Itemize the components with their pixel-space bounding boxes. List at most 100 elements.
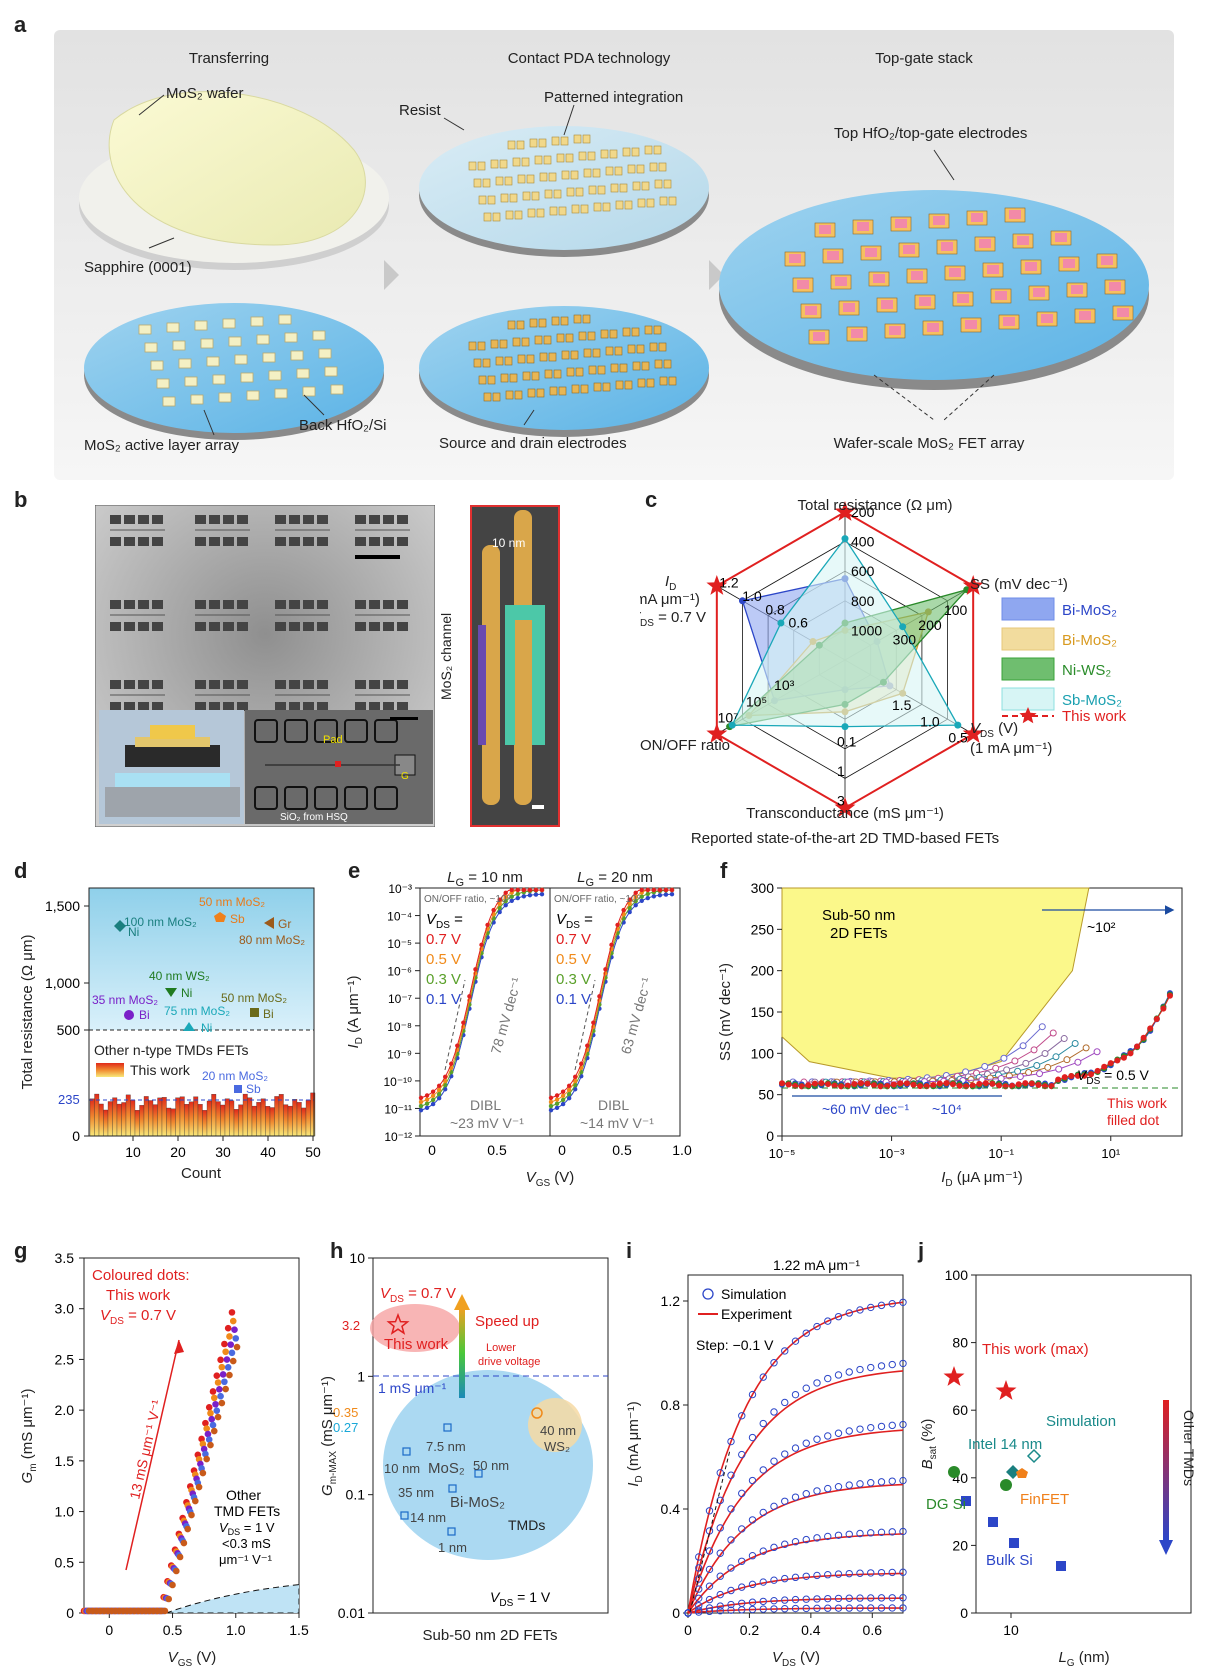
- f-filled: filled dot: [1107, 1112, 1159, 1128]
- d-label-75nm: 75 nm MoS₂: [164, 1004, 230, 1018]
- svg-text:0.8: 0.8: [661, 1397, 681, 1413]
- d-label-20nm: 20 nm MoS₂: [202, 1069, 268, 1083]
- d-metal-bi-2: Bi: [263, 1007, 274, 1021]
- svg-text:0.2: 0.2: [740, 1622, 760, 1638]
- svg-text:0.5: 0.5: [487, 1142, 507, 1158]
- svg-text:10⁻⁴: 10⁻⁴: [387, 910, 412, 924]
- d-metal-ni-3: Ni: [201, 1021, 212, 1035]
- label-top-hfo2: Top HfO₂/top-gate electrodes: [834, 125, 1027, 142]
- arrow-right-icon: [709, 260, 724, 290]
- svg-text:200: 200: [751, 963, 775, 979]
- h-v32: 3.2: [342, 1318, 360, 1333]
- d-label-40nm-ws2: 40 nm WS₂: [149, 969, 210, 983]
- d-metal-sb-2: Sb: [246, 1082, 261, 1096]
- svg-text:10: 10: [125, 1144, 141, 1160]
- svg-text:10: 10: [349, 1250, 365, 1266]
- j-finfet: FinFET: [1020, 1491, 1069, 1508]
- panel-b-zoom: 10 nm: [470, 505, 560, 827]
- h-xlabel: Sub-50 nm 2D FETs: [422, 1627, 557, 1644]
- svg-text:10⁻⁷: 10⁻⁷: [388, 992, 412, 1006]
- label-back-hfo2: Back HfO₂/Si: [299, 417, 387, 434]
- h-nm75: 7.5 nm: [426, 1439, 466, 1454]
- label-active-layer: MoS₂ active layer array: [84, 437, 240, 454]
- d-label-gr: Gr: [278, 917, 291, 931]
- svg-text:100: 100: [944, 602, 968, 618]
- svg-text:10⁻⁵: 10⁻⁵: [769, 1146, 796, 1161]
- h-mos2: MoS₂: [428, 1460, 465, 1477]
- e-title-10nm: LG = 10 nm: [447, 870, 523, 889]
- step-transferring: Transferring: [189, 50, 269, 67]
- h-ws2-2: WS₂: [544, 1439, 570, 1454]
- svg-text:10¹: 10¹: [1101, 1146, 1120, 1161]
- e-dibl-1-title: DIBL: [470, 1097, 501, 1113]
- scale-bar: [355, 555, 400, 559]
- g-other-4: <0.3 mS: [222, 1536, 271, 1551]
- h-nm10: 10 nm: [384, 1461, 420, 1476]
- source-drain-wafer: [419, 306, 709, 437]
- i-top: 1.22 mA μm⁻¹: [773, 1257, 860, 1273]
- j-intel: Intel 14 nm: [968, 1436, 1042, 1453]
- svg-text:300: 300: [751, 880, 775, 896]
- e-onoff-1: ON/OFF ratio, ~10⁸: [424, 894, 511, 905]
- panel-b-sem: Pad G SiO₂ from HSQ: [95, 505, 435, 827]
- radar-axis-transconductance: Transconductance (mS μm⁻¹): [746, 805, 944, 822]
- d-label-50nm-bi: 50 nm MoS₂: [221, 991, 287, 1005]
- d-point-40nm-ws2: [165, 988, 177, 997]
- h-this: This work: [384, 1336, 449, 1353]
- svg-text:10⁻¹¹: 10⁻¹¹: [384, 1102, 412, 1116]
- g-other-2: TMD FETs: [214, 1503, 280, 1519]
- j-bulk: Bulk Si: [986, 1552, 1033, 1569]
- resist-wafer: [419, 126, 709, 257]
- svg-text:0: 0: [684, 1622, 692, 1638]
- svg-text:10⁻³: 10⁻³: [388, 882, 412, 896]
- radar-axis-onoff: ON/OFF ratio: [640, 737, 730, 754]
- svg-text:1: 1: [837, 763, 845, 779]
- svg-text:60: 60: [952, 1402, 968, 1418]
- panel-letter-a: a: [14, 12, 27, 37]
- svg-text:1.0: 1.0: [742, 588, 762, 604]
- h-speed: Speed up: [475, 1313, 539, 1330]
- svg-text:3.0: 3.0: [55, 1301, 75, 1317]
- panel-i-chart: 0 0.4 0.8 1.2 0 0.2 0.4 0.6 1.22 mA μm⁻¹ Simula…: [625, 1257, 907, 1669]
- panel-f-chart: 0 50 100 150 200 250 300 10⁻⁵ 10⁻³ 10⁻¹ 10¹ Sub-50…: [717, 880, 1183, 1189]
- d-metal-ni-2: Ni: [181, 986, 192, 1000]
- radar-axis-vds: VDS (V): [970, 720, 1018, 740]
- panel-c-radar: 20040060080010001002003000.51.01.5310.11…: [640, 497, 1127, 847]
- i-xlabel: VDS (V): [772, 1649, 820, 1669]
- svg-text:400: 400: [851, 534, 875, 550]
- svg-text:0.5: 0.5: [163, 1622, 183, 1638]
- svg-text:0.5: 0.5: [612, 1142, 632, 1158]
- svg-text:10⁻⁵: 10⁻⁵: [387, 937, 412, 951]
- radar-axis-ss: SS (mV dec⁻¹): [970, 576, 1068, 593]
- step-top-gate: Top-gate stack: [875, 50, 973, 67]
- d-metal-sb-1: Sb: [230, 912, 245, 926]
- d-point-50nm-bi: [250, 1008, 259, 1017]
- svg-text:500: 500: [57, 1022, 81, 1038]
- h-nm50: 50 nm: [473, 1458, 509, 1473]
- svg-text:40: 40: [260, 1144, 276, 1160]
- svg-text:10⁻¹²: 10⁻¹²: [384, 1130, 412, 1144]
- e-dibl-2: ~14 mV V⁻¹: [580, 1115, 654, 1131]
- svg-text:1.5: 1.5: [892, 697, 912, 713]
- svg-text:0.7 V: 0.7 V: [556, 931, 591, 948]
- h-nm1: 1 nm: [438, 1540, 467, 1555]
- legend-this-work: This work: [1062, 708, 1127, 725]
- g-other-3: VDS = 1 V: [219, 1520, 275, 1537]
- svg-text:0: 0: [766, 1128, 774, 1144]
- d-point-gr: [264, 917, 274, 929]
- ten-nm-label: 10 nm: [492, 536, 525, 550]
- svg-text:3.5: 3.5: [55, 1250, 75, 1266]
- sapphire-wafer: [79, 91, 389, 270]
- d-label-80nm: 80 nm MoS₂: [239, 933, 305, 947]
- mos2-channel-label: MoS₂ channel: [438, 612, 454, 700]
- label-resist: Resist: [399, 102, 442, 119]
- svg-text:10⁻⁸: 10⁻⁸: [387, 1020, 412, 1034]
- svg-text:10⁵: 10⁵: [746, 693, 767, 709]
- svg-text:1.0: 1.0: [672, 1142, 692, 1158]
- j-ylabel: Bsat (%): [919, 1419, 939, 1470]
- svg-text:10⁻¹⁰: 10⁻¹⁰: [384, 1075, 413, 1089]
- h-ylabel: Gm-MAX (mS μm⁻¹): [319, 1376, 339, 1496]
- f-region-1: Sub-50 nm: [822, 907, 895, 924]
- svg-text:0.5 V: 0.5 V: [426, 951, 461, 968]
- label-sapphire: Sapphire (0001): [84, 259, 192, 276]
